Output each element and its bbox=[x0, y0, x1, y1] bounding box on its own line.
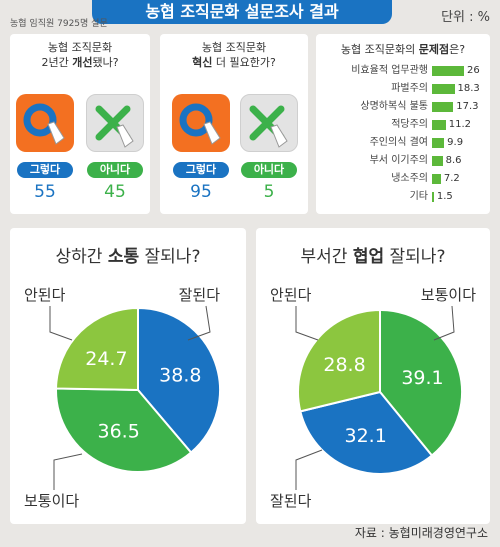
bar-label: 적당주의 bbox=[391, 119, 428, 130]
no-badge: 아니다 bbox=[241, 162, 297, 178]
bar bbox=[432, 192, 434, 202]
callout-line bbox=[53, 453, 83, 490]
pie2-title-post: 잘되나? bbox=[384, 247, 446, 267]
q1-line1: 농협 조직문화 bbox=[47, 41, 113, 54]
yes-value: 95 bbox=[190, 182, 212, 202]
q1-title: 농협 조직문화 2년간 개선됐나? bbox=[10, 40, 150, 70]
bar bbox=[432, 102, 454, 112]
unit-label: 단위 : % bbox=[441, 10, 490, 25]
bar bbox=[432, 138, 445, 148]
no-x-icon bbox=[86, 94, 144, 152]
callout-line bbox=[187, 305, 211, 341]
pie-category-label: 보통이다 bbox=[421, 286, 476, 304]
bar-value-label: 26 bbox=[467, 65, 480, 76]
pie-category-label: 보통이다 bbox=[24, 492, 79, 510]
pie-slice bbox=[55, 387, 193, 473]
q2-line1: 농협 조직문화 bbox=[201, 41, 267, 54]
bar-label: 부서 이기주의 bbox=[369, 155, 428, 166]
pie-value-label: 36.5 bbox=[98, 421, 140, 443]
yes-badge: 그렇다 bbox=[17, 162, 73, 178]
bar bbox=[432, 156, 443, 166]
q2-line2-post: 더 필요한가? bbox=[212, 56, 276, 69]
q2-line2: 혁신 더 필요한가? bbox=[160, 55, 308, 70]
pie-value-label: 28.8 bbox=[323, 354, 365, 376]
bar-value-label: 9.9 bbox=[447, 137, 464, 148]
panel-q1: 농협 조직문화 2년간 개선됐나? 그렇다 아니다 55 45 bbox=[10, 34, 150, 214]
callout-line bbox=[295, 449, 323, 490]
pie-value-label: 24.7 bbox=[85, 348, 127, 370]
pie-value-label: 38.8 bbox=[159, 364, 201, 386]
bar-value-label: 7.2 bbox=[443, 173, 460, 184]
pie2-title: 부서간 협업 잘되나? bbox=[256, 242, 490, 267]
no-badge: 아니다 bbox=[87, 162, 143, 178]
bar bbox=[432, 174, 441, 184]
q1-line2-bold: 개선 bbox=[72, 56, 93, 69]
source-note: 자료 : 농협미래경영연구소 bbox=[354, 526, 488, 540]
pie1-title-pre: 상하간 bbox=[55, 247, 108, 267]
pie-slice bbox=[137, 306, 221, 454]
q2-line2-bold: 혁신 bbox=[192, 56, 213, 69]
bar-label: 상명하복식 불통 bbox=[360, 101, 428, 112]
yes-o-icon bbox=[172, 94, 230, 152]
pie-category-label: 안된다 bbox=[270, 286, 312, 304]
problems-title: 농협 조직문화의 문제점은? bbox=[316, 42, 490, 57]
bar-label: 기타 bbox=[409, 191, 428, 202]
bar bbox=[432, 84, 455, 94]
pie-category-label: 잘된다 bbox=[179, 286, 221, 304]
bar-label: 비효율적 업무관행 bbox=[351, 65, 428, 76]
pie2-title-pre: 부서간 bbox=[300, 247, 353, 267]
bar-value-label: 1.5 bbox=[436, 191, 453, 202]
q1-line2: 2년간 개선됐나? bbox=[10, 55, 150, 70]
survey-note: 농협 임직원 7925명 설문 bbox=[10, 19, 108, 29]
pie-category-label: 안된다 bbox=[24, 286, 66, 304]
yes-value: 55 bbox=[34, 182, 56, 202]
yes-badge: 그렇다 bbox=[173, 162, 229, 178]
pie-slice bbox=[54, 306, 139, 392]
bar-value-label: 18.3 bbox=[457, 83, 480, 94]
bar-label: 파벌주의 bbox=[391, 83, 428, 94]
no-x-icon bbox=[240, 94, 298, 152]
bar bbox=[432, 66, 464, 76]
pie-slice bbox=[299, 390, 434, 475]
bar-value-label: 8.6 bbox=[445, 155, 462, 166]
problems-title-bold: 문제점 bbox=[418, 43, 450, 56]
pie1-title: 상하간 소통 잘되나? bbox=[10, 242, 246, 267]
panel-q2: 농협 조직문화 혁신 더 필요한가? 그렇다 아니다 95 5 bbox=[160, 34, 308, 214]
problems-title-pre: 농협 조직문화의 bbox=[340, 43, 419, 56]
callout-line bbox=[433, 305, 455, 341]
pie1-title-post: 잘되나? bbox=[139, 247, 201, 267]
no-value: 5 bbox=[263, 182, 275, 202]
yes-o-icon bbox=[16, 94, 74, 152]
title-band: 농협 조직문화 설문조사 결과 bbox=[92, 0, 392, 24]
bar-value-label: 11.2 bbox=[448, 119, 472, 130]
bar-value-label: 17.3 bbox=[456, 101, 479, 112]
no-value: 45 bbox=[104, 182, 126, 202]
q1-line2-post: 됐나? bbox=[92, 56, 119, 69]
pie-category-label: 잘된다 bbox=[270, 492, 312, 510]
bar bbox=[432, 120, 446, 130]
callout-line bbox=[295, 306, 319, 341]
pie1-title-bold: 소통 bbox=[107, 247, 140, 267]
panel-problems: 농협 조직문화의 문제점은? 비효율적 업무관행 26 파벌주의 18.3 상명하복식 … bbox=[316, 34, 490, 214]
page-title: 농협 조직문화 설문조사 결과 bbox=[145, 2, 339, 21]
bar-label: 냉소주의 bbox=[391, 173, 428, 184]
pie-value-label: 39.1 bbox=[401, 367, 443, 389]
pie2-title-bold: 협업 bbox=[352, 247, 385, 267]
q1-line2-pre: 2년간 bbox=[41, 56, 73, 69]
problems-title-post: 은? bbox=[449, 43, 466, 56]
bar-chart: 비효율적 업무관행 26 파벌주의 18.3 상명하복식 불통 17.3 적당주의 11.2 주… bbox=[316, 64, 490, 214]
pie-slice bbox=[297, 308, 381, 413]
pie-value-label: 32.1 bbox=[345, 425, 387, 447]
pie-slice bbox=[379, 308, 463, 457]
callout-line bbox=[49, 306, 73, 341]
bar-label: 주인의식 결여 bbox=[369, 137, 428, 148]
q2-title: 농협 조직문화 혁신 더 필요한가? bbox=[160, 40, 308, 70]
